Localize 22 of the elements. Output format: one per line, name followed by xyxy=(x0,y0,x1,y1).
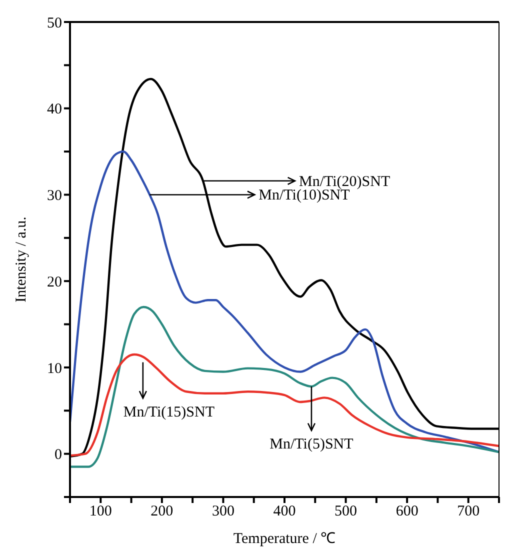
y-tick-label: 50 xyxy=(47,15,62,32)
annotation: Mn/Ti(5)SNT xyxy=(270,436,354,452)
line-series xyxy=(70,150,499,454)
annotation: Mn/Ti(15)SNT xyxy=(123,404,214,420)
x-tick-label: 700 xyxy=(457,504,480,520)
y-tick-label: 0 xyxy=(54,447,62,464)
x-tick-label: 600 xyxy=(396,504,418,520)
y-tick-label: 20 xyxy=(47,274,62,290)
line-series xyxy=(70,306,499,468)
x-tick-label: 500 xyxy=(334,504,358,520)
x-tick-label: 100 xyxy=(89,504,112,520)
x-tick-label: 400 xyxy=(273,504,296,520)
x-tick-label: 200 xyxy=(150,504,174,520)
annotation: Mn/Ti(10)SNT xyxy=(258,188,350,204)
y-axis-title: Intensity / a.u. xyxy=(13,216,30,302)
y-tick-label: 40 xyxy=(47,102,62,118)
y-tick-label: 10 xyxy=(47,360,62,377)
annotation: Mn/Ti(20)SNT xyxy=(298,174,390,190)
x-axis-title: Temperature / ℃ xyxy=(233,531,336,547)
x-tick-label: 300 xyxy=(212,504,234,520)
line-series xyxy=(70,353,499,457)
y-tick-label: 30 xyxy=(47,188,62,204)
